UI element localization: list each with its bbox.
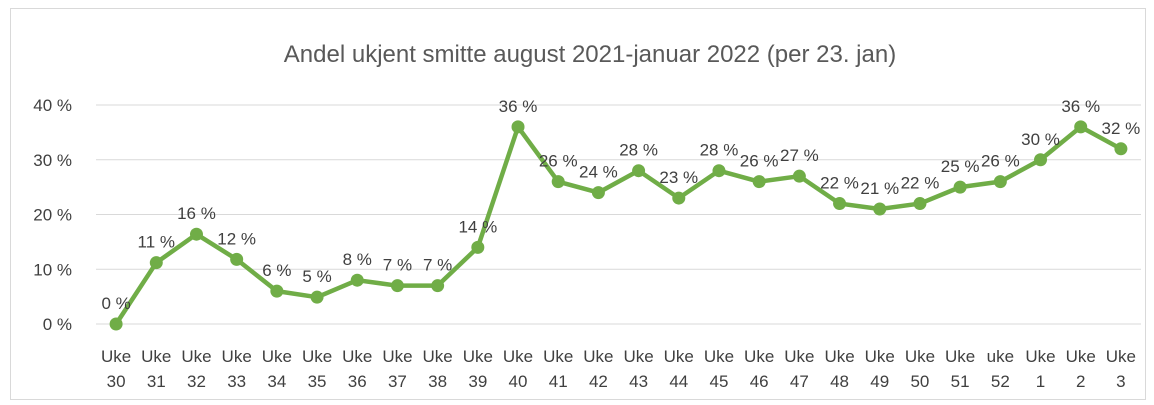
x-tick-label: Uke 30 (101, 347, 131, 391)
data-label: 11 % (138, 233, 176, 252)
x-tick-label: Uke 31 (141, 347, 171, 391)
data-label: 7 % (423, 256, 452, 275)
data-label: 6 % (262, 261, 291, 280)
data-label: 26 % (981, 152, 1020, 171)
y-tick-label: 40 % (33, 96, 72, 115)
x-tick-label: Uke 51 (945, 347, 975, 391)
x-tick-label: Uke 38 (423, 347, 453, 391)
x-tick-label: Uke 45 (704, 347, 734, 391)
y-axis-ticks: 0 % 10 % 20 % 30 % 40 % (33, 96, 72, 334)
x-tick-label: Uke 2 (1066, 347, 1096, 391)
data-point (873, 202, 887, 216)
data-labels: 0 % 11 %16 %12 % 6 % 5 % 8 % 7 % 7 % 14 % 36 % 26… (101, 97, 1140, 313)
x-tick-label: Uke 35 (302, 347, 332, 391)
data-point (431, 279, 445, 293)
data-point (511, 120, 525, 134)
x-tick-label: Uke 33 (222, 347, 252, 391)
data-point (672, 191, 686, 205)
data-label: 8 % (343, 250, 372, 269)
data-label: 28 % (619, 141, 658, 160)
data-point (712, 164, 726, 178)
x-tick-label: Uke 42 (583, 347, 613, 391)
data-label: 23 % (659, 168, 698, 187)
x-tick-label: Uke 41 (543, 347, 573, 391)
data-point (390, 279, 404, 293)
data-point (189, 227, 203, 241)
data-point (149, 256, 163, 270)
x-tick-label: Uke 3 (1106, 347, 1136, 391)
data-label: 36 % (1061, 97, 1100, 116)
data-point (551, 175, 565, 189)
x-tick-label: Uke 44 (664, 347, 694, 391)
chart-frame (10, 8, 1146, 400)
x-tick-label: Uke 1 (1025, 347, 1055, 391)
x-tick-label: Uke 34 (262, 347, 292, 391)
data-label: 14 % (458, 217, 497, 236)
y-tick-label: 20 % (33, 206, 72, 225)
data-label: 26 % (740, 152, 779, 171)
x-tick-label: Uke 46 (744, 347, 774, 391)
data-point (993, 175, 1007, 189)
data-point (270, 284, 284, 298)
data-label: 36 % (499, 97, 538, 116)
x-tick-label: Uke 32 (181, 347, 211, 391)
data-point (752, 175, 766, 189)
x-tick-label: Uke 36 (342, 347, 372, 391)
x-tick-label: Uke 47 (784, 347, 814, 391)
chart-title: Andel ukjent smitte august 2021-januar 2… (284, 41, 896, 68)
gridlines (96, 104, 1141, 325)
data-label: 22 % (820, 174, 859, 193)
data-point (913, 197, 927, 211)
y-tick-label: 10 % (33, 260, 72, 279)
data-point (1114, 142, 1128, 156)
data-label: 28 % (700, 141, 739, 160)
data-label: 32 % (1102, 119, 1141, 138)
x-tick-label: uke 52 (987, 347, 1014, 391)
data-point (953, 180, 967, 194)
data-point (833, 197, 847, 211)
data-point (310, 290, 324, 304)
x-tick-label: Uke 50 (905, 347, 935, 391)
data-point (230, 252, 244, 266)
data-label: 26 % (539, 152, 578, 171)
data-point (471, 240, 485, 254)
data-label: 30 % (1021, 130, 1060, 149)
data-label: 22 % (901, 174, 940, 193)
y-tick-label: 0 % (43, 315, 72, 334)
data-label: 7 % (383, 256, 412, 275)
data-point (350, 273, 364, 287)
x-tick-label: Uke 48 (824, 347, 854, 391)
x-tick-label: Uke 40 (503, 347, 533, 391)
data-label: 24 % (579, 163, 618, 182)
data-label: 27 % (780, 146, 819, 165)
data-label: 12 % (217, 229, 256, 248)
data-point (1034, 153, 1048, 167)
data-points (109, 120, 1128, 331)
data-point (109, 317, 123, 331)
x-tick-label: Uke 39 (463, 347, 493, 391)
data-label: 25 % (941, 157, 980, 176)
x-tick-label: Uke 49 (865, 347, 895, 391)
data-point (792, 169, 806, 183)
data-label: 21 % (860, 179, 899, 198)
series-line (113, 124, 1124, 327)
data-point (1074, 120, 1088, 134)
data-label: 5 % (302, 267, 331, 286)
y-tick-label: 30 % (33, 151, 72, 170)
data-point (632, 164, 646, 178)
x-axis-ticks: Uke 30 Uke 31 Uke 32 Uke 33 Uke 34 Uke 35 Uke 36 Uke 37… (101, 347, 1136, 391)
x-tick-label: Uke 37 (382, 347, 412, 391)
data-label: 16 % (177, 204, 216, 223)
x-tick-label: Uke 43 (623, 347, 653, 391)
data-point (591, 186, 605, 200)
data-label: 0 % (101, 294, 130, 313)
